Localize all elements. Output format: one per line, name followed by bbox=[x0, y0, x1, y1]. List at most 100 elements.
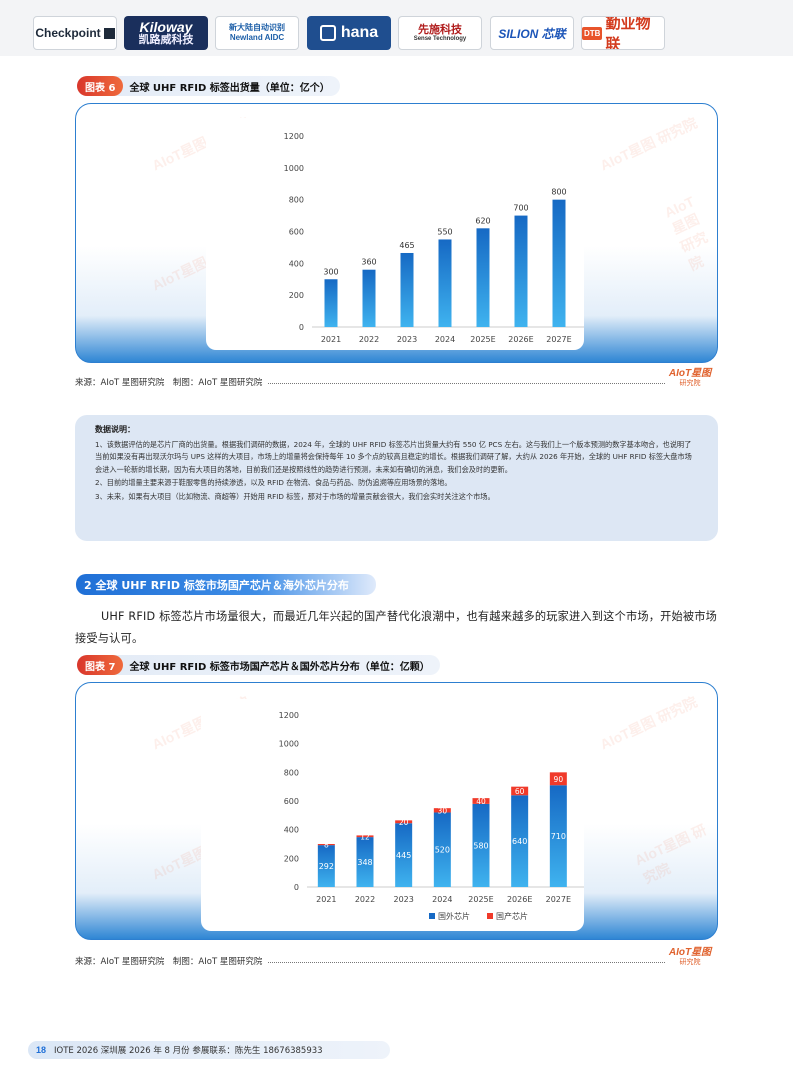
data-label: 300 bbox=[323, 267, 338, 276]
aiot-source-badge: AIoT星图 研究院 bbox=[665, 368, 715, 387]
data-label-domestic: 90 bbox=[554, 775, 564, 784]
bar-domestic bbox=[317, 844, 335, 846]
y-tick-label: 600 bbox=[284, 797, 299, 806]
newland-logo: 新大陆自动识别 Newland AIDC bbox=[215, 16, 299, 50]
data-label-domestic: 12 bbox=[360, 832, 370, 841]
y-tick-label: 1000 bbox=[284, 164, 304, 173]
notes-title: 数据说明： bbox=[95, 425, 135, 434]
y-tick-label: 400 bbox=[284, 826, 299, 835]
y-tick-label: 200 bbox=[284, 854, 299, 863]
hana-logo: hana bbox=[307, 16, 391, 50]
chart-1-panel: AIoT星图 研究院 AIoT星图 研究院 AIoT星图 研究院 AIoT星图 … bbox=[75, 103, 718, 363]
chart-2-plot-area: 0 200 400 600 800 1000 1200 2021 292 8 2022 348 12 20… bbox=[201, 699, 584, 931]
x-tick-label: 2022 bbox=[359, 335, 379, 344]
page-number: 18 bbox=[36, 1045, 47, 1055]
data-label-foreign: 348 bbox=[357, 858, 372, 867]
notes-item-3: 3、未来，如果有大项目（比如物流、商超等）开始用 RFID 标签，那对于市场的增… bbox=[95, 491, 495, 501]
bar bbox=[362, 269, 376, 327]
legend-label-foreign: 国外芯片 bbox=[438, 911, 470, 921]
x-tick-label: 2023 bbox=[397, 335, 417, 344]
bar-domestic bbox=[395, 820, 413, 824]
bar-foreign bbox=[433, 812, 451, 887]
y-tick-label: 1200 bbox=[284, 132, 304, 141]
bar bbox=[514, 215, 528, 327]
figure-6-source: 来源：AIoT 星图研究院 制图：AIoT 星图研究院 bbox=[75, 376, 665, 388]
page-footer: 18 IOTE 2026 深圳展 2026 年 8 月份 参展联系：陈先生 18… bbox=[28, 1041, 390, 1059]
chart-1-plot-area: 0 200 400 600 800 1000 1200 2021 300 2022 360 2023 4… bbox=[206, 118, 584, 350]
bar-domestic bbox=[511, 786, 529, 796]
watermark: AIoT星图 研究院 bbox=[597, 693, 700, 753]
dtb-logo: DTB 勤业物联 bbox=[581, 16, 665, 50]
data-label-foreign: 710 bbox=[551, 832, 566, 841]
legend-label-domestic: 国产芯片 bbox=[496, 911, 528, 921]
silion-logo: SILION 芯联 bbox=[490, 16, 574, 50]
legend-swatch-domestic bbox=[487, 913, 493, 919]
data-label: 800 bbox=[551, 188, 566, 197]
data-label-domestic: 20 bbox=[399, 818, 409, 827]
y-tick-label: 800 bbox=[289, 196, 304, 205]
chart-2-panel: AIoT星图 研究院 AIoT星图 研究院 AIoT星图 研究院 AIoT星图 … bbox=[75, 682, 718, 940]
bar bbox=[438, 239, 452, 327]
x-tick-label: 2024 bbox=[432, 895, 452, 904]
data-label-foreign: 445 bbox=[396, 851, 411, 860]
x-tick-label: 2021 bbox=[321, 335, 341, 344]
badge-sub: 研究院 bbox=[679, 957, 701, 966]
figure-6-source-text: 来源：AIoT 星图研究院 制图：AIoT 星图研究院 bbox=[75, 378, 263, 388]
y-tick-label: 0 bbox=[294, 883, 299, 892]
bar-domestic bbox=[472, 798, 490, 804]
notes-item-2: 2、目前的增量主要来源于鞋服零售的持续渗透，以及 RFID 在物流、食品与药品、… bbox=[95, 478, 452, 488]
footer-text: IOTE 2026 深圳展 2026 年 8 月份 参展联系：陈先生 18676… bbox=[54, 1046, 323, 1056]
legend-swatch-foreign bbox=[429, 913, 435, 919]
y-tick-label: 400 bbox=[289, 259, 304, 268]
data-label-domestic: 60 bbox=[515, 787, 525, 796]
bar-foreign bbox=[395, 823, 413, 887]
figure-6-title: 全球 UHF RFID 标签出货量（单位：亿个） bbox=[129, 82, 330, 94]
watermark: AIoT星图 研究院 bbox=[661, 193, 711, 274]
chart-1-svg: 0 200 400 600 800 1000 1200 2021 300 2022 360 2023 4… bbox=[284, 132, 584, 344]
bar-foreign bbox=[511, 795, 529, 887]
bar bbox=[476, 228, 490, 327]
data-label: 620 bbox=[475, 216, 490, 225]
y-tick-label: 800 bbox=[284, 768, 299, 777]
checkpoint-mark-icon bbox=[103, 27, 115, 39]
figure-7-source: 来源：AIoT 星图研究院 制图：AIoT 星图研究院 bbox=[75, 955, 665, 967]
x-tick-label: 2027E bbox=[546, 335, 571, 344]
x-tick-label: 2026E bbox=[508, 335, 533, 344]
dotted-divider bbox=[268, 961, 665, 963]
data-label-foreign: 292 bbox=[319, 862, 334, 871]
x-tick-label: 2027E bbox=[546, 895, 571, 904]
badge-sub: 研究院 bbox=[679, 378, 701, 387]
data-label: 360 bbox=[361, 258, 376, 267]
data-label-domestic: 8 bbox=[324, 841, 329, 850]
data-label-domestic: 30 bbox=[438, 806, 448, 815]
dotted-divider bbox=[268, 382, 665, 384]
figure-7-source-text: 来源：AIoT 星图研究院 制图：AIoT 星图研究院 bbox=[75, 957, 263, 967]
y-tick-label: 0 bbox=[299, 323, 304, 332]
x-tick-label: 2023 bbox=[393, 895, 413, 904]
bar bbox=[552, 199, 566, 327]
data-label: 700 bbox=[513, 204, 528, 213]
y-tick-label: 600 bbox=[289, 228, 304, 237]
x-tick-label: 2025E bbox=[468, 895, 493, 904]
watermark: AIoT星图 研究院 bbox=[597, 114, 700, 174]
bar-foreign bbox=[472, 803, 490, 887]
badge-brand: AIoT星图 bbox=[668, 947, 712, 958]
bar-foreign bbox=[317, 845, 335, 887]
notes-item-1: 1、该数据评估的是芯片厂商的出货量。根据我们调研的数据，2024 年，全球的 U… bbox=[95, 440, 692, 474]
sense-logo: 先施科技 Sense Technology bbox=[398, 16, 482, 50]
x-tick-label: 2025E bbox=[470, 335, 495, 344]
bar-domestic bbox=[356, 835, 374, 838]
checkpoint-logo: Checkpoint bbox=[33, 16, 117, 50]
kiloway-logo: Kiloway 凯路威科技 bbox=[124, 16, 208, 50]
data-label: 550 bbox=[437, 227, 452, 236]
chart-2-svg: 0 200 400 600 800 1000 1200 2021 292 8 2022 348 12 20… bbox=[279, 711, 584, 921]
bar bbox=[324, 279, 338, 327]
aiot-source-badge: AIoT星图 研究院 bbox=[665, 947, 715, 966]
figure-6-heading: 图表 6 全球 UHF RFID 标签出货量（单位：亿个） bbox=[77, 76, 340, 96]
x-tick-label: 2026E bbox=[507, 895, 532, 904]
data-label-foreign: 520 bbox=[435, 846, 450, 855]
x-tick-label: 2022 bbox=[355, 895, 375, 904]
data-label-foreign: 580 bbox=[473, 841, 488, 850]
bar-domestic bbox=[433, 808, 451, 813]
figure-7-heading: 图表 7 全球 UHF RFID 标签市场国产芯片＆国外芯片分布（单位：亿颗） bbox=[77, 655, 440, 675]
